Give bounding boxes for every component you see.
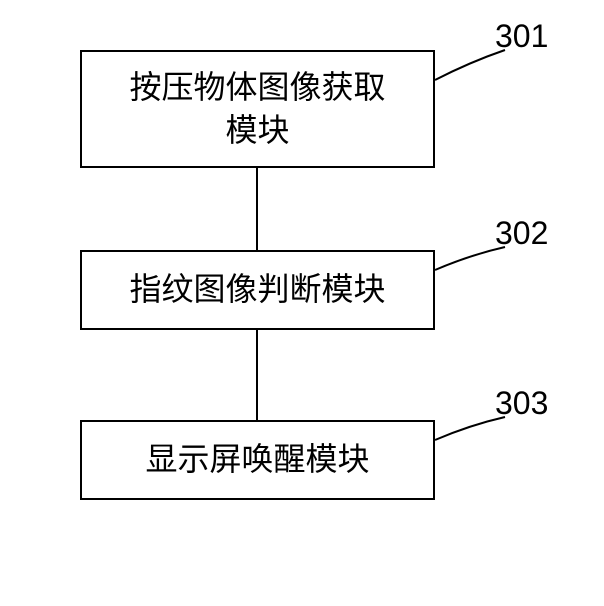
leader-303	[0, 0, 604, 606]
diagram-canvas: 按压物体图像获取 模块 指纹图像判断模块 显示屏唤醒模块 301 302 303	[0, 0, 604, 606]
